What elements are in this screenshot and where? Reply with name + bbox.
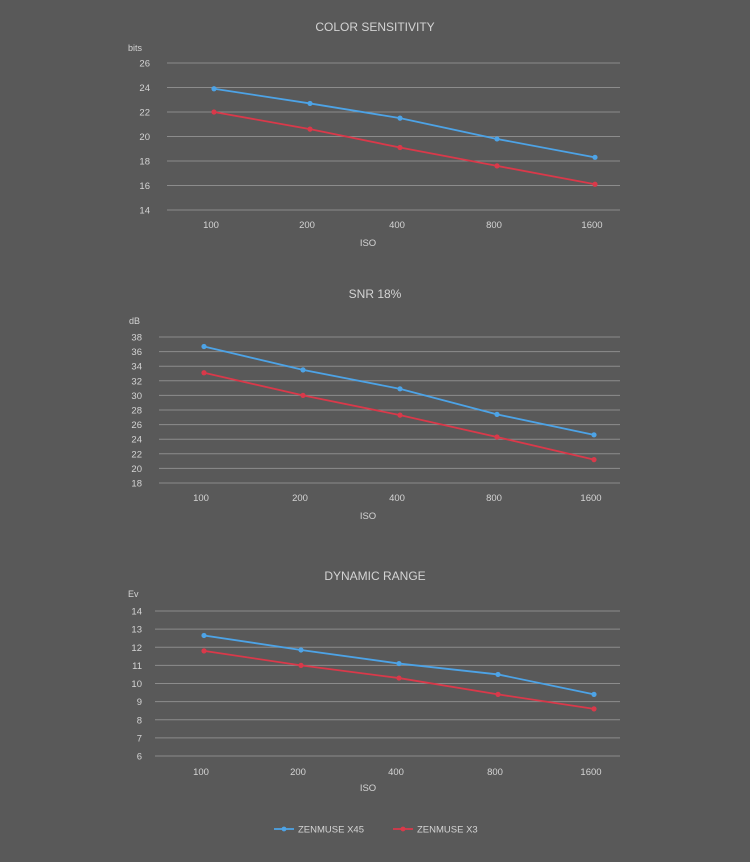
y-axis-label: Ev (128, 589, 139, 599)
data-point (201, 343, 207, 350)
data-point (397, 144, 403, 151)
y-tick-label: 13 (131, 625, 142, 636)
y-tick-label: 12 (131, 643, 142, 654)
y-tick-label: 22 (139, 108, 150, 119)
data-point (211, 86, 217, 92)
y-tick-label: 24 (139, 83, 150, 94)
y-tick-label: 28 (131, 406, 142, 417)
y-tick-label: 22 (131, 449, 142, 460)
data-point (494, 411, 500, 417)
data-point (591, 457, 597, 463)
chart-title: COLOR SENSITIVITY (315, 20, 434, 34)
y-tick-label: 34 (131, 362, 142, 373)
y-tick-label: 32 (131, 376, 142, 387)
legend-item-label: ZENMUSE X3 (417, 825, 478, 836)
data-point (591, 432, 597, 438)
series-line-zenmuse-x3 (213, 111, 596, 186)
chart-title: DYNAMIC RANGE (324, 569, 425, 583)
y-tick-label: 16 (139, 181, 150, 192)
data-point (592, 181, 598, 187)
y-tick-label: 6 (137, 752, 142, 763)
legend: ZENMUSE X45 ZENMUSE X3 (274, 825, 478, 836)
data-point (298, 662, 304, 668)
data-point (592, 154, 598, 160)
x-tick-label: 100 (193, 767, 209, 778)
data-point (591, 691, 597, 697)
y-axis-label: dB (129, 316, 140, 326)
legend-swatch-marker (281, 826, 287, 832)
y-tick-label: 36 (131, 347, 142, 358)
data-point (201, 370, 207, 376)
y-tick-label: 18 (131, 479, 142, 490)
y-tick-label: 30 (131, 391, 142, 402)
y-tick-label: 24 (131, 435, 142, 446)
data-point (300, 392, 306, 398)
y-tick-label: 7 (137, 733, 142, 744)
y-axis-label: bits (128, 43, 143, 53)
data-point (396, 675, 402, 681)
x-tick-label: 1600 (581, 220, 602, 231)
data-point (495, 671, 501, 678)
data-point (307, 100, 313, 107)
data-point (397, 115, 403, 121)
dynamic-range-chart: DYNAMIC RANGE Ev 6 7 8 9 10 11 12 13 14 100 200 400 80… (128, 569, 620, 794)
data-point (397, 386, 403, 392)
y-tick-label: 18 (139, 157, 150, 168)
x-tick-label: 200 (292, 493, 308, 504)
color-sensitivity-chart: COLOR SENSITIVITY bits 14 16 18 20 22 24 26 100 20… (128, 20, 620, 249)
x-tick-label: 400 (388, 767, 404, 778)
x-tick-label: 800 (486, 493, 502, 504)
data-point (307, 126, 313, 132)
x-tick-label: 1600 (580, 767, 601, 778)
data-point (397, 412, 403, 418)
x-axis-label: ISO (360, 238, 376, 249)
data-point (211, 109, 217, 115)
legend-swatch-marker (400, 826, 406, 832)
chart-title: SNR 18% (349, 287, 402, 301)
data-point (201, 632, 207, 639)
y-tick-label: 9 (137, 697, 142, 708)
x-tick-label: 1600 (580, 493, 601, 504)
y-tick-label: 26 (131, 420, 142, 431)
y-tick-label: 20 (139, 132, 150, 143)
snr-chart: SNR 18% dB 18 20 22 24 26 28 30 32 34 36 38 100 200 400… (129, 287, 620, 522)
x-axis-label: ISO (360, 511, 376, 522)
data-point (495, 691, 501, 697)
y-tick-label: 38 (131, 333, 142, 344)
data-point (494, 136, 500, 142)
data-point (396, 660, 402, 667)
y-tick-label: 14 (139, 206, 150, 217)
data-point (591, 706, 597, 712)
x-axis-label: ISO (360, 783, 376, 794)
data-point (300, 367, 306, 373)
data-point (494, 163, 500, 169)
data-point (494, 434, 500, 440)
data-point (298, 647, 304, 653)
y-tick-label: 20 (131, 464, 142, 475)
x-tick-label: 100 (193, 493, 209, 504)
y-tick-label: 11 (132, 661, 142, 672)
x-tick-label: 100 (203, 220, 219, 231)
y-tick-label: 10 (131, 679, 142, 690)
y-tick-label: 8 (137, 715, 142, 726)
x-tick-label: 200 (299, 220, 315, 231)
x-tick-label: 800 (487, 767, 503, 778)
x-tick-label: 400 (389, 220, 405, 231)
x-tick-label: 200 (290, 767, 306, 778)
x-tick-label: 800 (486, 220, 502, 231)
x-tick-label: 400 (389, 493, 405, 504)
y-tick-label: 14 (131, 607, 142, 618)
legend-item-label: ZENMUSE X45 (298, 825, 364, 836)
data-point (201, 648, 207, 654)
y-tick-label: 26 (139, 59, 150, 70)
